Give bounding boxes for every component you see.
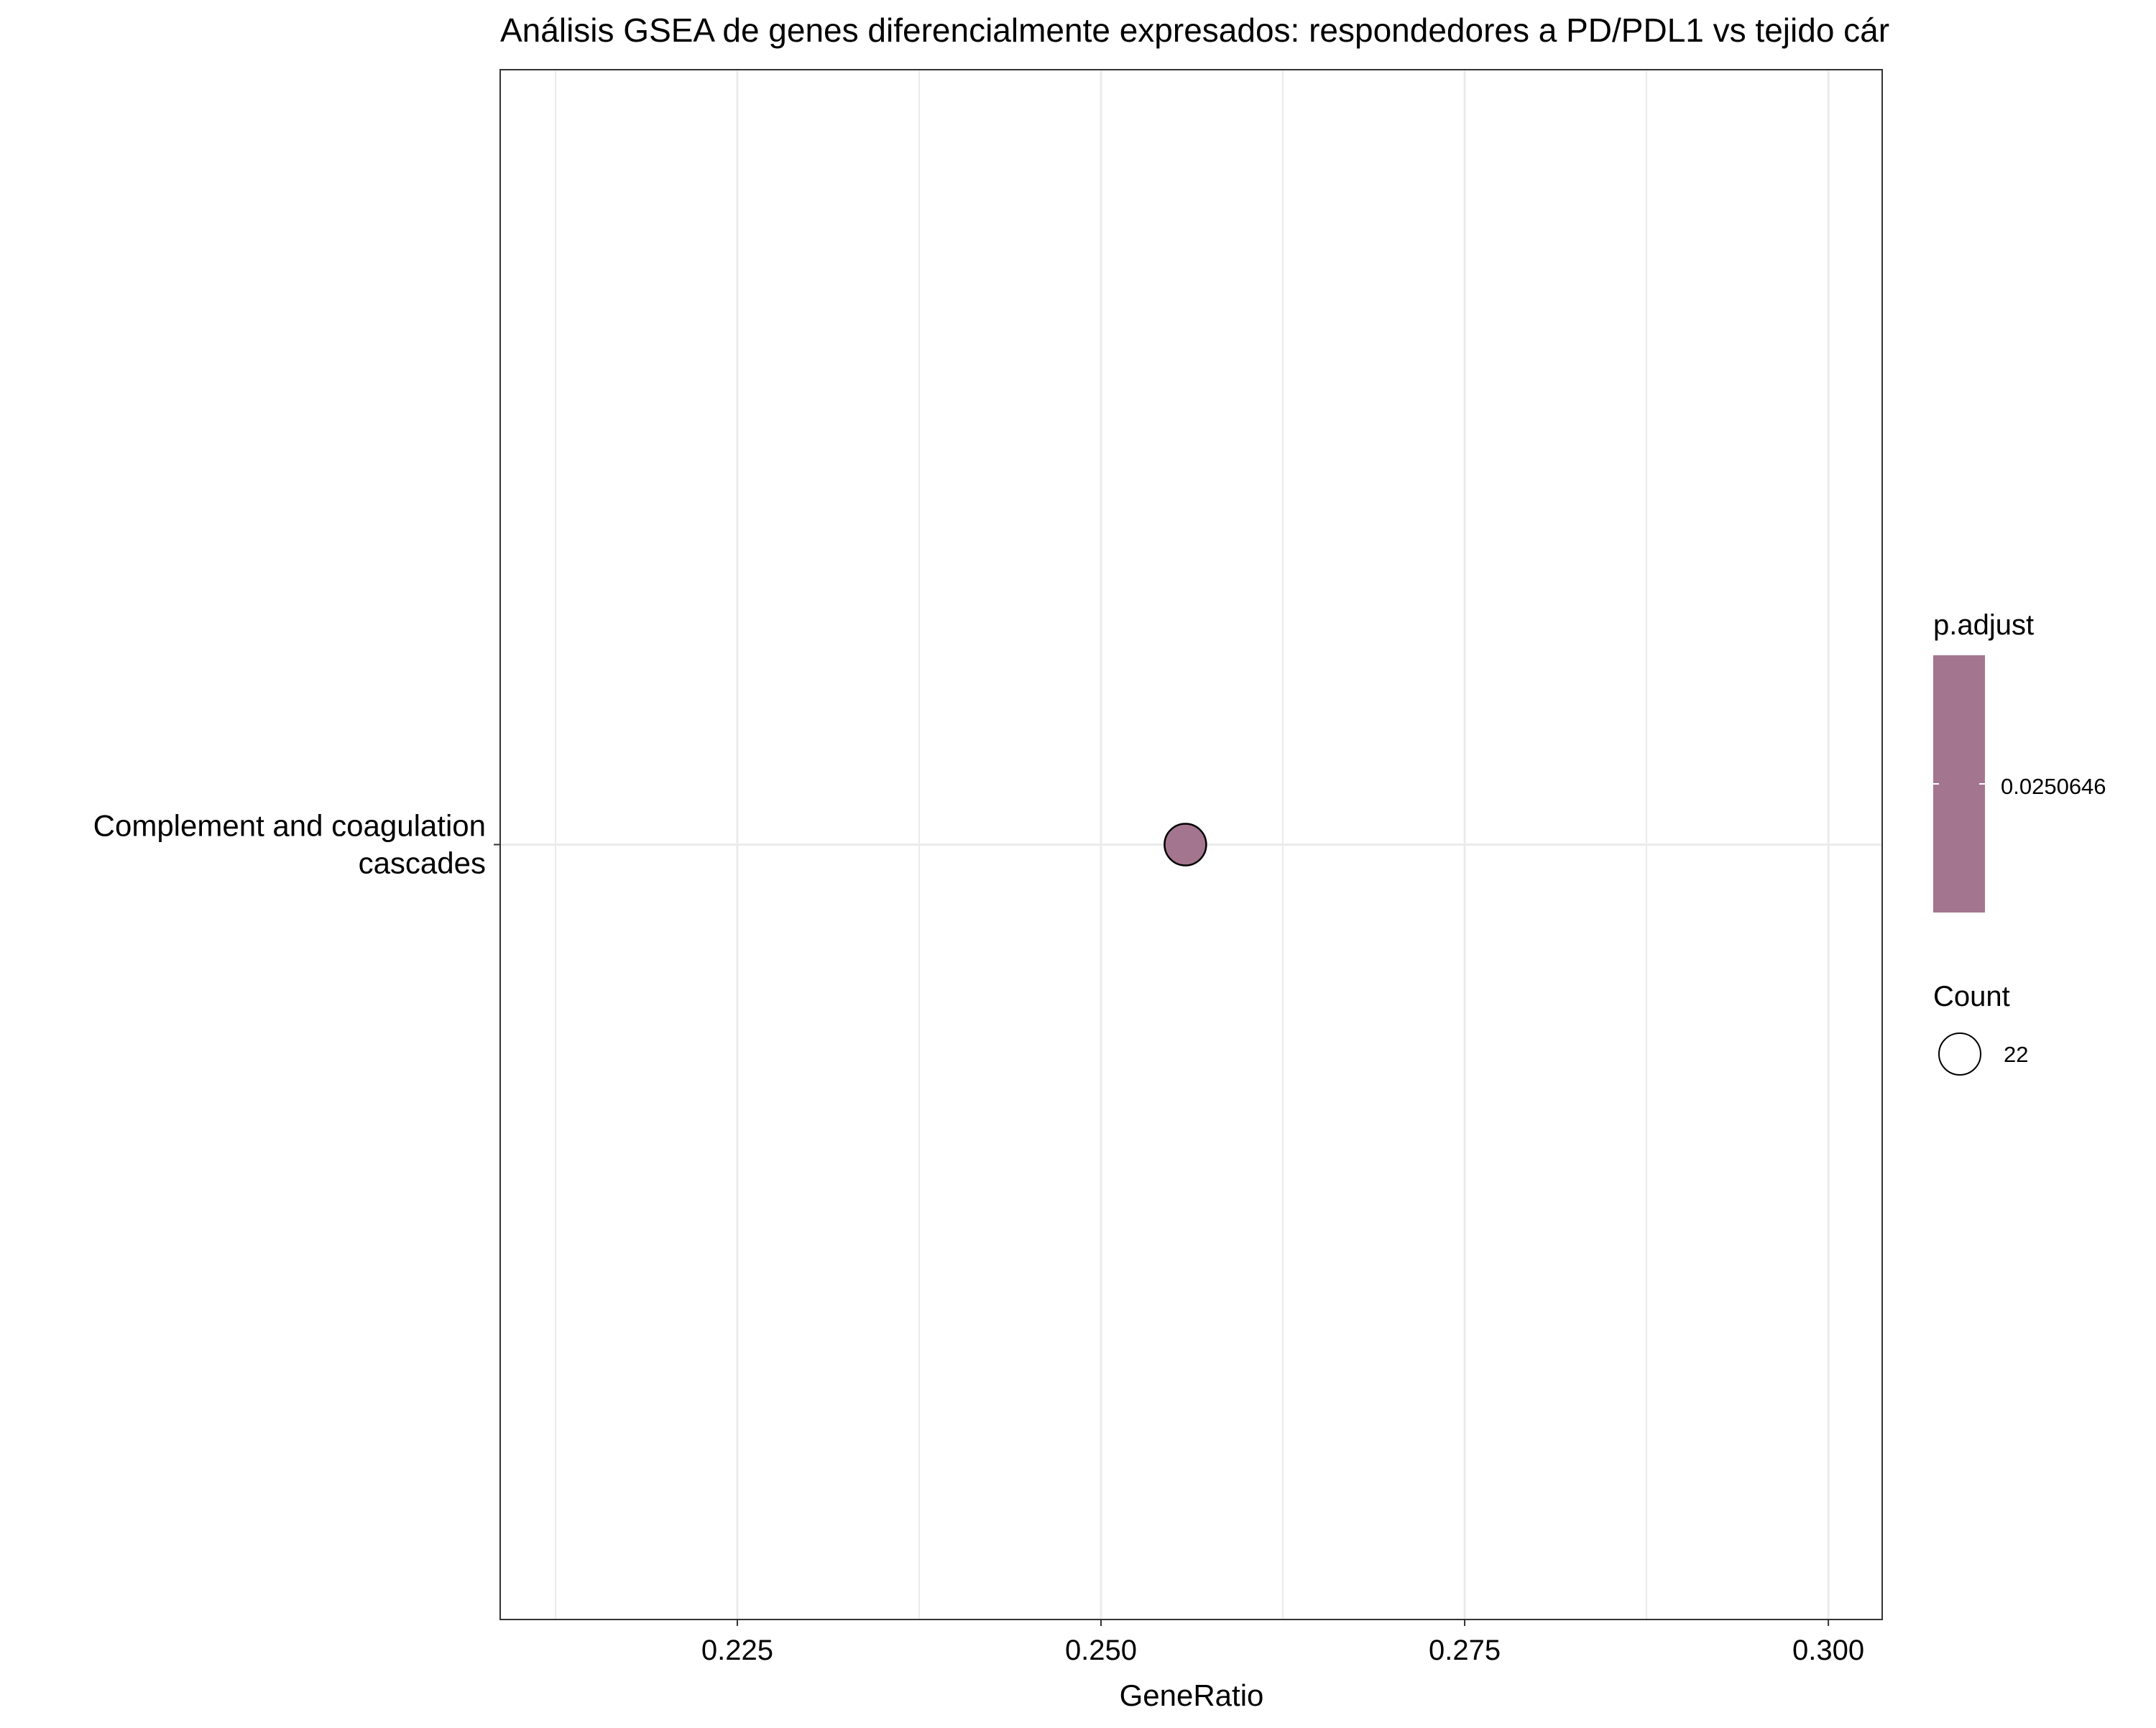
legend-size-circle: [1938, 1032, 1981, 1076]
x-tick-label-3: 0.300: [1792, 1635, 1864, 1666]
legend-color-title: p.adjust: [1933, 609, 2034, 641]
legend-size-label: 22: [2004, 1042, 2028, 1067]
y-category-label-0-line-1: cascades: [359, 846, 486, 880]
x-tick-label-2: 0.275: [1429, 1635, 1501, 1666]
x-tick-label-1: 0.250: [1065, 1635, 1137, 1666]
x-tick-label-0: 0.225: [701, 1635, 773, 1666]
axes-layer: 0.225 0.250 0.275 0.300 Complement and coagu…: [93, 809, 1865, 1667]
legend: p.adjust 0.0250646 Count 22: [1933, 609, 2106, 1076]
chart-title: Análisis GSEA de genes diferencialmente …: [500, 11, 1889, 49]
points-layer: [1164, 823, 1207, 867]
legend-size-title: Count: [1933, 981, 2010, 1012]
y-category-label-0-line-0: Complement and coagulation: [93, 809, 486, 843]
legend-color-tick-label: 0.0250646: [2001, 774, 2106, 799]
data-point-0: [1164, 823, 1207, 867]
x-axis-label: GeneRatio: [1120, 1678, 1264, 1712]
legend-colorbar: [1933, 655, 1985, 912]
